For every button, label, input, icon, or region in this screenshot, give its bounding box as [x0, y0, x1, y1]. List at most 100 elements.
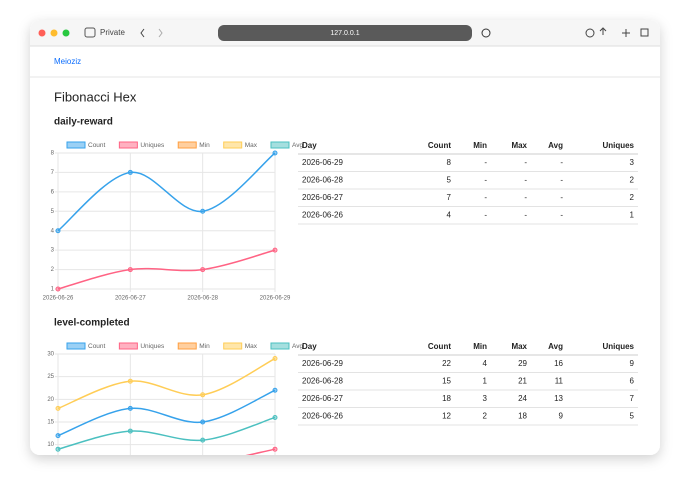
- data-point: [201, 483, 205, 487]
- table-cell: 7: [447, 193, 452, 202]
- back-button[interactable]: [140, 28, 145, 38]
- legend-label: Uniques: [140, 343, 165, 350]
- table-cell: 2: [630, 193, 635, 202]
- y-tick-label: 30: [47, 352, 54, 358]
- table-cell: 2026-06-28: [302, 176, 343, 185]
- nav-brand[interactable]: Meioziz: [54, 57, 81, 66]
- series-line: [57, 357, 276, 410]
- page-title: Fibonacci Hex: [54, 89, 137, 104]
- column-header: Max: [511, 141, 527, 150]
- private-label: Private: [100, 28, 125, 37]
- table-cell: -: [484, 211, 487, 220]
- x-tick-label: 2026-06-28: [187, 296, 218, 302]
- table-cell: 21: [518, 377, 527, 386]
- y-tick-label: 8: [51, 151, 55, 157]
- table-cell: 11: [555, 377, 564, 386]
- share-icon[interactable]: [599, 27, 607, 35]
- column-header: Min: [473, 141, 487, 150]
- column-header: Min: [473, 342, 487, 351]
- data-point: [200, 267, 206, 273]
- column-header: Avg: [548, 141, 563, 150]
- window-content: Private 127.0.0.1 Meioziz Fibonacci Hex …: [30, 20, 660, 487]
- data-point: [201, 461, 205, 465]
- data-point: [55, 286, 61, 292]
- legend-label: Max: [245, 142, 258, 149]
- table-cell: 29: [518, 359, 527, 368]
- table-cell: -: [560, 211, 563, 220]
- table-cell: 15: [442, 377, 451, 386]
- table-cell: 2026-06-27: [302, 193, 343, 202]
- new-tab-icon[interactable]: [622, 29, 630, 37]
- legend-swatch: [177, 141, 197, 149]
- table-cell: 2: [483, 412, 488, 421]
- table-cell: -: [484, 158, 487, 167]
- download-icon[interactable]: [585, 28, 595, 38]
- data-point: [272, 247, 278, 253]
- data-point: [200, 208, 206, 214]
- data-point: [127, 378, 133, 384]
- table-cell: 18: [442, 394, 451, 403]
- column-header: Max: [511, 342, 527, 351]
- legend-swatch: [270, 141, 290, 149]
- shield-icon[interactable]: [481, 28, 491, 38]
- data-point: [56, 479, 60, 483]
- section-title: daily-reward: [54, 117, 113, 128]
- data-point: [128, 474, 132, 478]
- y-tick-label: 1: [51, 287, 55, 293]
- table-cell: 9: [630, 359, 635, 368]
- data-point: [127, 267, 133, 273]
- tabs-icon[interactable]: [640, 28, 649, 37]
- table-cell: 13: [554, 394, 563, 403]
- table-cell: -: [524, 193, 527, 202]
- y-tick-label: 6: [51, 189, 55, 195]
- table-cell: 3: [630, 158, 635, 167]
- legend-swatch: [177, 342, 197, 350]
- y-tick-label: 5: [51, 209, 55, 215]
- column-header: Uniques: [602, 141, 634, 150]
- column-header: Count: [428, 342, 451, 351]
- legend-label: Count: [88, 142, 106, 149]
- legend-label: Count: [88, 343, 106, 350]
- y-tick-label: 20: [47, 397, 54, 403]
- data-point: [200, 419, 206, 425]
- legend-swatch: [223, 342, 243, 350]
- column-header: Avg: [548, 342, 563, 351]
- table-cell: 18: [518, 412, 527, 421]
- table-cell: -: [524, 211, 527, 220]
- data-point: [272, 414, 278, 420]
- table-cell: 9: [559, 412, 564, 421]
- table-cell: 2026-06-29: [302, 158, 343, 167]
- table-cell: 2026-06-26: [302, 211, 343, 220]
- table-cell: -: [484, 193, 487, 202]
- forward-button[interactable]: [158, 28, 163, 38]
- table-cell: 16: [554, 359, 563, 368]
- minimize-button[interactable]: [50, 29, 58, 37]
- data-point: [272, 387, 278, 393]
- table-cell: -: [524, 158, 527, 167]
- y-tick-label: 4: [51, 228, 55, 234]
- legend-label: Min: [199, 142, 210, 149]
- column-header: Day: [302, 342, 317, 351]
- y-tick-label: 25: [47, 374, 54, 380]
- legend-swatch: [118, 141, 138, 149]
- table-cell: 5: [447, 176, 452, 185]
- legend-swatch: [66, 141, 86, 149]
- legend-label: Max: [245, 343, 258, 350]
- zoom-button[interactable]: [62, 29, 70, 37]
- close-button[interactable]: [38, 29, 46, 37]
- column-header: Day: [302, 141, 317, 150]
- table-cell: 7: [630, 394, 635, 403]
- table-cell: 1: [483, 377, 488, 386]
- column-header: Uniques: [602, 342, 634, 351]
- x-tick-label: 2026-06-27: [115, 296, 146, 302]
- series-line: [57, 249, 276, 290]
- address-bar[interactable]: [218, 25, 472, 41]
- table-cell: 24: [518, 394, 527, 403]
- data-point: [56, 465, 60, 469]
- sidebar-icon[interactable]: [84, 27, 96, 38]
- table-cell: -: [484, 176, 487, 185]
- table-cell: 8: [447, 158, 452, 167]
- table-cell: -: [560, 158, 563, 167]
